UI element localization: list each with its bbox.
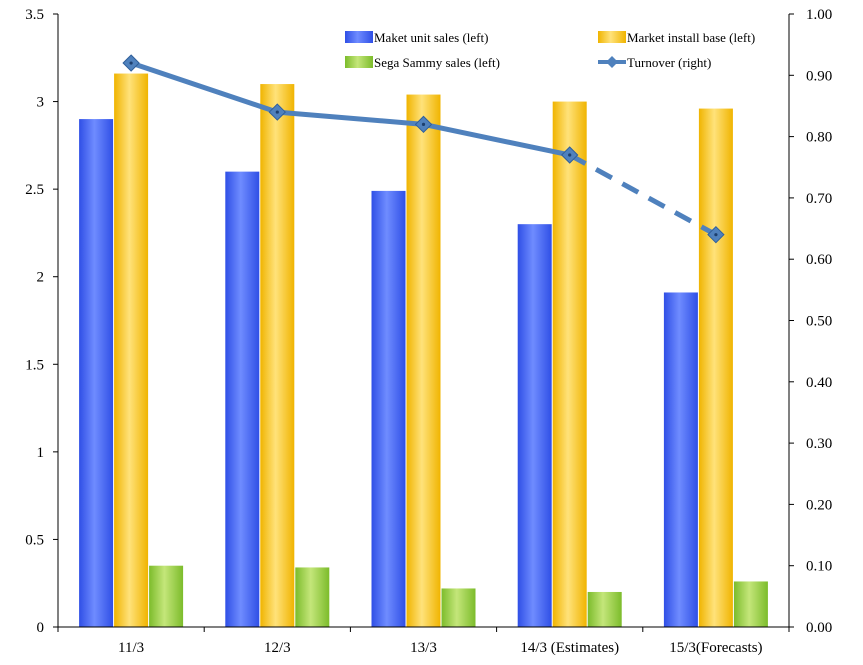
bar-maket-unit-sales-left-2 [371,190,406,627]
turnover-line-segment [274,109,426,127]
y-right-tick-label: 0.60 [806,252,832,268]
y-right-tick-label: 1.00 [806,7,832,23]
legend-swatch-2 [345,56,373,68]
bar-sega-sammy-sales-left-2 [441,588,476,627]
bar-sega-sammy-sales-left-0 [149,565,184,627]
bar-maket-unit-sales-left-4 [663,292,698,627]
y-left-tick-label: 2.5 [25,182,44,198]
legend-swatch-marker [606,56,618,68]
y-right-tick-label: 0.10 [806,559,832,575]
y-right-tick-label: 0.20 [806,497,832,513]
turnover-point-center-1 [275,110,279,114]
legend-label-3: Turnover (right) [627,55,711,70]
bar-sega-sammy-sales-left-4 [733,581,768,627]
y-right-tick-label: 0.30 [806,436,832,452]
x-category-label: 13/3 [410,640,437,656]
legend-label-2: Sega Sammy sales (left) [374,55,500,70]
y-left-tick-label: 3 [37,95,45,111]
turnover-point-center-4 [714,233,718,237]
x-category-label: 14/3 (Estimates) [520,640,619,656]
turnover-point-center-0 [129,61,133,65]
x-category-label: 11/3 [118,640,144,656]
x-category-label: 12/3 [264,640,291,656]
bar-market-install-base-left-0 [114,73,149,627]
x-category-label: 15/3(Forecasts) [669,640,762,656]
bar-sega-sammy-sales-left-3 [587,591,622,627]
axes-layer: 0 0.5 1 1.5 2 2.5 3 3.5 0.00 0.10 0.20 0.30 0.40 0.50… [25,7,832,656]
y-left-tick-label: 0 [37,620,45,636]
y-right-tick-label: 0.80 [806,130,832,146]
bar-market-install-base-left-2 [406,94,441,627]
y-left-tick-label: 3.5 [25,7,44,23]
bar-maket-unit-sales-left-3 [517,224,552,627]
legend-swatch-0 [345,31,373,43]
bar-maket-unit-sales-left-1 [225,171,260,627]
turnover-line-segment-dashed [568,152,718,237]
bar-market-install-base-left-1 [260,84,295,628]
y-left-tick-label: 1.5 [25,357,44,373]
turnover-point-center-2 [421,122,426,126]
y-right-tick-label: 0.40 [806,375,832,391]
bar-market-install-base-left-4 [698,108,733,627]
y-right-tick-label: 0.90 [806,68,832,84]
bars-layer [79,73,768,628]
turnover-line-layer [122,54,725,244]
y-left-tick-label: 0.5 [25,532,44,548]
turnover-point-center-3 [568,153,572,157]
y-right-tick-label: 0.00 [806,620,832,636]
legend-label-0: Maket unit sales (left) [374,30,488,45]
legend-swatch-1 [598,31,626,43]
y-right-tick-label: 0.70 [806,191,832,207]
legend-label-1: Market install base (left) [627,30,755,45]
legend: Maket unit sales (left) Market install ba… [345,30,755,70]
y-right-tick-label: 0.50 [806,314,832,330]
y-left-tick-label: 1 [37,445,45,461]
turnover-line-segment [128,60,280,115]
y-left-tick-label: 2 [37,270,45,286]
bar-maket-unit-sales-left-0 [79,119,114,627]
bar-sega-sammy-sales-left-1 [295,567,330,627]
bar-market-install-base-left-3 [552,101,587,628]
turnover-line-segment [421,121,573,158]
